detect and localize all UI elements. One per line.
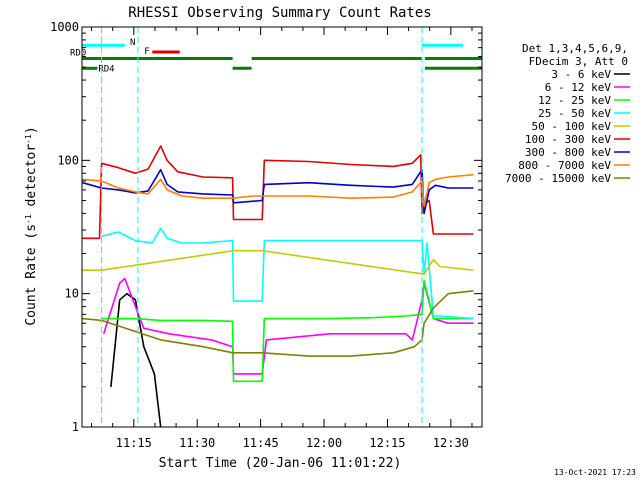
chart-title: RHESSI Observing Summary Count Rates [128,5,431,21]
legend-entry-label: 6 - 12 keV [545,81,612,94]
series-line [110,292,162,428]
series-line [82,173,474,208]
y-tick-label: 10 [65,287,79,301]
x-tick-label: 12:00 [306,436,342,450]
series-line [101,227,474,320]
series-line [82,290,474,357]
legend-entry-label: 800 - 7000 keV [518,159,611,172]
legend-entry-label: 100 - 300 keV [525,133,611,146]
y-axis: 1 10 100 1000 [50,20,482,434]
x-tick-label: 11:45 [243,436,279,450]
x-tick-label: 11:15 [116,436,152,450]
y-tick-label: 1 [72,420,79,434]
y-tick-label: 1000 [50,20,79,34]
series-lines [82,145,474,428]
y-tick-label: 100 [57,153,79,167]
flag-label: F [144,47,149,57]
x-tick-label: 12:15 [369,436,405,450]
legend-entry-label: 50 - 100 keV [532,120,612,133]
legend-entry-label: 7000 - 15000 keV [505,172,611,185]
legend-header-line-1: Det 1,3,4,5,6,9, [522,42,628,55]
legend-header-line-2: FDecim 3, Att 0 [529,55,628,68]
instrument-flags: NF RD0 RD4 [70,38,482,74]
legend: Det 1,3,4,5,6,9, FDecim 3, Att 0 3 - 6 k… [505,42,630,185]
series-line [82,168,474,215]
legend-entry-label: 12 - 25 keV [538,94,611,107]
legend-entry-label: 25 - 50 keV [538,107,611,120]
x-tick-label: 11:30 [179,436,215,450]
flag-label: RD0 [70,49,86,59]
x-axis-label: Start Time (20-Jan-06 11:01:22) [159,456,402,471]
x-tick-label: 12:30 [433,436,469,450]
flag-label: RD4 [98,64,114,74]
x-axis: 11:15 11:30 11:45 12:00 12:15 12:30 [91,27,473,450]
series-line [101,279,474,383]
legend-entry-label: 3 - 6 keV [551,68,611,81]
footer-date: 13-Oct-2021 17:23 [554,468,636,477]
legend-entry-label: 300 - 800 keV [525,146,611,159]
y-axis-label: Count Rate (s-1 detector-1) [24,126,40,325]
flag-label: N [130,38,135,48]
series-line [82,249,474,276]
